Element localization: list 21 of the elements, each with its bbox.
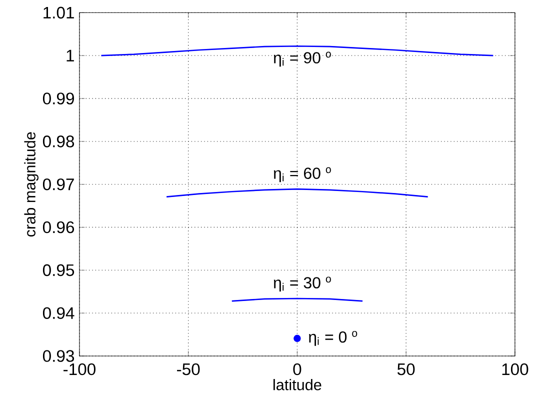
- x-tick-label: 0: [293, 363, 302, 376]
- series-label: η$_{i}$ = 0 $^{o}$: [308, 330, 358, 346]
- y-tick-label: 0.95: [42, 264, 74, 276]
- line-series: [166, 188, 429, 198]
- y-tick-label: 0.93: [42, 350, 74, 362]
- x-tick-label: -50: [177, 363, 200, 376]
- y-tick-label: 1: [66, 50, 74, 62]
- y-tick-label: 0.99: [42, 92, 74, 104]
- series-label: η$_{i}$ = 90 $^{o}$: [274, 52, 331, 67]
- y-axis-title: crab magnitude: [24, 132, 38, 237]
- y-tick-label: 1.01: [44, 6, 74, 19]
- y-tick-label: 0.96: [42, 221, 74, 234]
- x-tick-label: -100: [64, 363, 96, 376]
- x-tick-label: 100: [502, 363, 528, 376]
- y-tick-label: 0.98: [42, 136, 74, 148]
- series-label: η$_{i}$ = 30 $^{o}$: [274, 276, 331, 292]
- y-tick-label: 0.94: [42, 307, 74, 319]
- y-tick-label: 0.97: [42, 178, 74, 190]
- series-label: η$_{i}$ = 60 $^{o}$: [274, 167, 331, 182]
- x-tick-label: 50: [397, 363, 415, 376]
- x-axis-title: latitude: [274, 379, 322, 390]
